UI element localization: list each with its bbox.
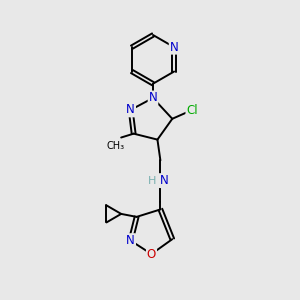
Text: Cl: Cl <box>186 104 198 117</box>
Text: H: H <box>148 176 156 186</box>
Text: N: N <box>160 174 168 187</box>
Text: N: N <box>170 41 178 54</box>
Text: CH₃: CH₃ <box>107 141 125 152</box>
Text: O: O <box>147 248 156 260</box>
Text: N: N <box>126 103 135 116</box>
Text: N: N <box>148 92 157 104</box>
Text: N: N <box>126 234 135 247</box>
